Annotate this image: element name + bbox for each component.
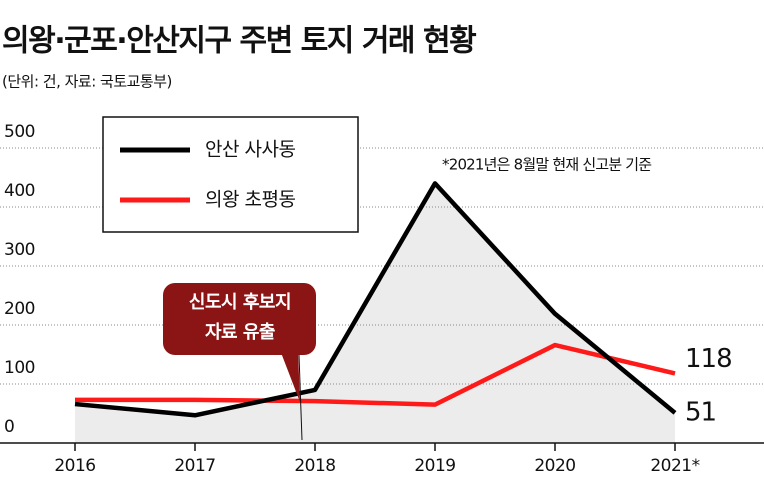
x-tick-label: 2019: [414, 456, 455, 476]
y-tick-label: 500: [4, 122, 35, 142]
note: *2021년은 8월말 현재 신고분 기준: [442, 156, 652, 174]
annotation-pointer: [280, 350, 300, 402]
x-tick-label: 2020: [534, 456, 575, 476]
y-tick-label: 200: [4, 299, 35, 319]
data-label: 51: [685, 397, 716, 427]
plot: 0 100 200 300 400 500 2016 2017 2018 2019 2020 2021…: [0, 122, 764, 476]
series-line: [74, 181, 677, 418]
y-tick-label: 100: [4, 358, 35, 378]
y-tick-label: 400: [4, 181, 35, 201]
y-tick-label: 300: [4, 240, 35, 260]
annotation-leader: [298, 354, 303, 441]
series-line: [75, 342, 676, 407]
area: [75, 183, 675, 443]
legend-label: 안산 사사동: [205, 139, 295, 161]
x-tick-label: 2021*: [650, 456, 699, 476]
x-tick-label: 2017: [174, 456, 215, 476]
x-tick-label: 2018: [294, 456, 335, 476]
annotation-text: 자료 유출: [205, 322, 275, 343]
x-tick-label: 2016: [54, 456, 95, 476]
y-tick-label: 0: [4, 417, 14, 437]
chart-subtitle: (단위: 건, 자료: 국토교통부): [2, 73, 172, 91]
legend-label: 의왕 초평동: [205, 189, 295, 211]
annotation-text: 신도시 후보지: [189, 292, 291, 313]
legend-box: [102, 116, 359, 233]
annotation-box: [163, 283, 316, 355]
chart-title: 의왕·군포·안산지구 주변 토지 거래 현황: [2, 24, 476, 59]
data-label: 118: [685, 344, 732, 374]
